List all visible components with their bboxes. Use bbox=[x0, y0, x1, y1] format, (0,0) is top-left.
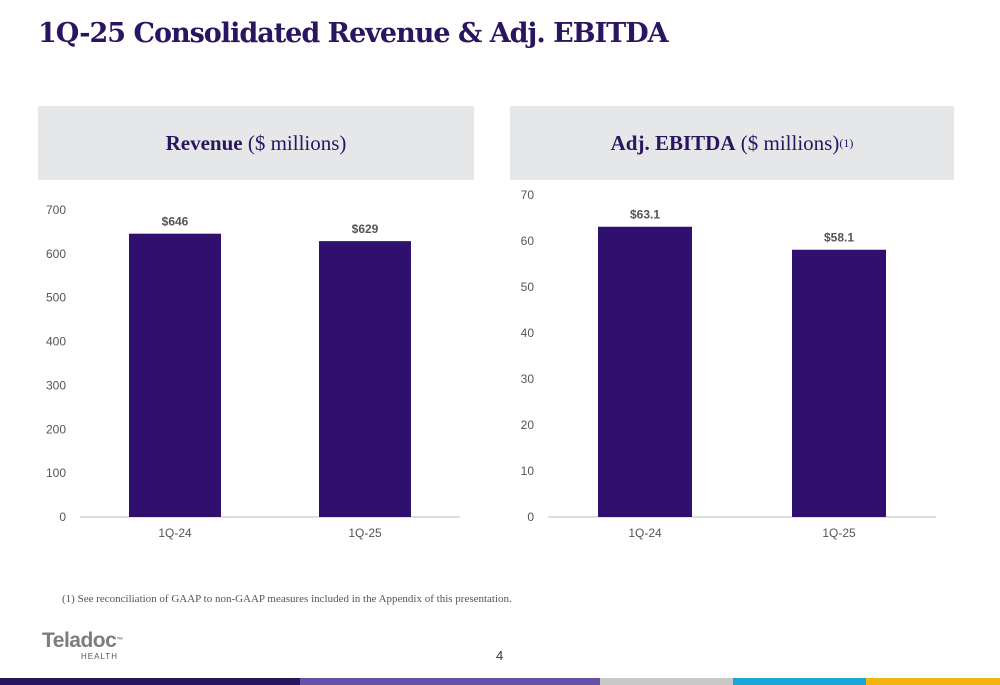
data-label: $63.1 bbox=[630, 208, 660, 222]
y-tick-label: 400 bbox=[46, 335, 66, 349]
footnote: (1) See reconciliation of GAAP to non-GA… bbox=[62, 593, 512, 605]
y-tick-label: 300 bbox=[46, 378, 66, 392]
logo-wordmark: Teladoc bbox=[42, 629, 117, 652]
page-number: 4 bbox=[496, 648, 504, 663]
x-tick-label: 1Q-25 bbox=[822, 526, 856, 540]
logo-trademark: ™ bbox=[116, 637, 123, 644]
bar-1q-25 bbox=[319, 241, 411, 517]
footer-segment bbox=[300, 678, 600, 685]
y-tick-label: 700 bbox=[46, 203, 66, 217]
x-tick-label: 1Q-24 bbox=[158, 526, 192, 540]
y-tick-label: 30 bbox=[521, 372, 535, 386]
bar-1q-24 bbox=[598, 226, 692, 518]
x-tick-label: 1Q-25 bbox=[348, 526, 382, 540]
footer-segment bbox=[733, 678, 866, 685]
teladoc-logo: Teladoc™ HEALTH bbox=[42, 630, 123, 662]
ebitda-chart: 0 10 20 30 40 50 60 70 $63.1 1Q-24 $58.1 1Q-25 bbox=[521, 188, 936, 540]
y-tick-label: 50 bbox=[521, 280, 535, 294]
footer-color-bar bbox=[0, 678, 1000, 685]
logo-subtitle: HEALTH bbox=[81, 652, 118, 661]
bar-1q-25 bbox=[792, 249, 886, 518]
y-tick-label: 40 bbox=[521, 326, 535, 340]
y-tick-label: 0 bbox=[527, 510, 534, 524]
page-title: 1Q-25 Consolidated Revenue & Adj. EBITDA bbox=[38, 18, 669, 49]
bar-1q-24 bbox=[129, 233, 221, 517]
ebitda-chart-title: Adj. EBITDA bbox=[610, 130, 736, 155]
x-tick-label: 1Q-24 bbox=[628, 526, 662, 540]
y-tick-label: 500 bbox=[46, 291, 66, 305]
footer-segment bbox=[866, 678, 1000, 685]
y-tick-label: 60 bbox=[521, 234, 535, 248]
y-tick-label: 200 bbox=[46, 422, 66, 436]
data-label: $58.1 bbox=[824, 231, 854, 245]
ebitda-footnote-marker: (1) bbox=[839, 135, 854, 150]
revenue-chart-subtitle: ($ millions) bbox=[242, 130, 347, 155]
y-tick-label: 600 bbox=[46, 247, 66, 261]
revenue-chart-title: Revenue bbox=[165, 130, 243, 155]
revenue-panel-header: Revenue ($ millions) bbox=[38, 106, 474, 180]
ebitda-panel-header: Adj. EBITDA ($ millions) (1) bbox=[510, 106, 954, 180]
y-tick-label: 0 bbox=[59, 510, 66, 524]
ebitda-chart-subtitle: ($ millions) bbox=[735, 130, 840, 155]
data-label: $646 bbox=[162, 215, 189, 229]
y-tick-label: 100 bbox=[46, 466, 66, 480]
data-label: $629 bbox=[352, 222, 379, 236]
footer-segment bbox=[0, 678, 300, 685]
revenue-chart: 0 100 200 300 400 500 600 700 $646 1Q-24 $629 1Q-25 bbox=[46, 203, 460, 540]
footer-segment bbox=[600, 678, 733, 685]
y-tick-label: 20 bbox=[521, 418, 535, 432]
y-tick-label: 10 bbox=[521, 464, 535, 478]
y-tick-label: 70 bbox=[521, 188, 535, 202]
